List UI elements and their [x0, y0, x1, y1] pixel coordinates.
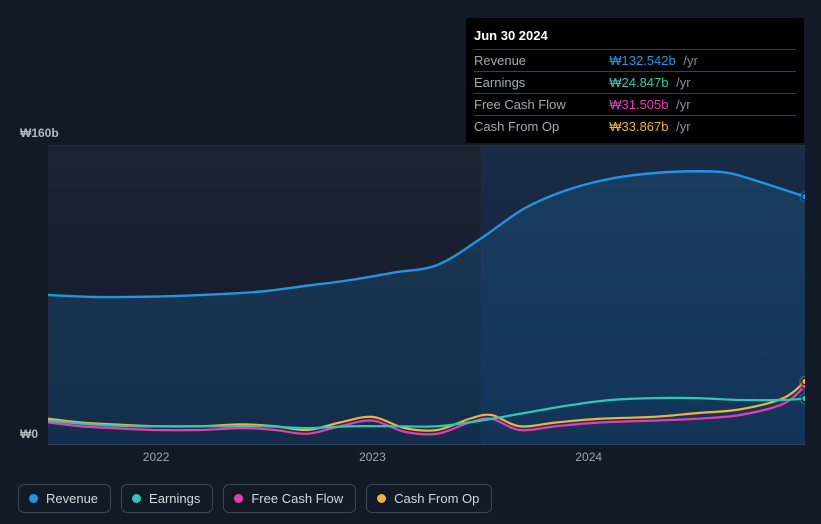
tooltip-metric-value: ₩24.847b /yr	[609, 72, 796, 94]
chart-tooltip: Jun 30 2024 Revenue₩132.542b /yrEarnings…	[466, 18, 804, 143]
series-end-marker-dot	[802, 378, 805, 384]
legend-swatch-icon	[29, 494, 38, 503]
chart-legend: Revenue Earnings Free Cash Flow Cash From O…	[18, 484, 492, 513]
tooltip-metric-label: Cash From Op	[474, 116, 609, 138]
tooltip-row: Earnings₩24.847b /yr	[474, 72, 796, 94]
tooltip-row: Cash From Op₩33.867b /yr	[474, 116, 796, 138]
tooltip-metric-label: Free Cash Flow	[474, 94, 609, 116]
series-end-marker-dot	[802, 395, 805, 401]
x-tick-label: 2022	[143, 450, 170, 464]
legend-label: Earnings	[149, 491, 200, 506]
legend-toggle-earnings[interactable]: Earnings	[121, 484, 213, 513]
legend-swatch-icon	[377, 494, 386, 503]
y-tick-label: ₩0	[20, 427, 38, 441]
tooltip-row: Free Cash Flow₩31.505b /yr	[474, 94, 796, 116]
legend-toggle-free_cash_flow[interactable]: Free Cash Flow	[223, 484, 356, 513]
legend-label: Cash From Op	[394, 491, 479, 506]
tooltip-metric-value: ₩31.505b /yr	[609, 94, 796, 116]
tooltip-metric-value: ₩132.542b /yr	[609, 50, 796, 72]
tooltip-metric-label: Revenue	[474, 50, 609, 72]
legend-toggle-cash_from_op[interactable]: Cash From Op	[366, 484, 492, 513]
tooltip-date: Jun 30 2024	[474, 24, 796, 49]
legend-label: Revenue	[46, 491, 98, 506]
legend-toggle-revenue[interactable]: Revenue	[18, 484, 111, 513]
x-tick-label: 2023	[359, 450, 386, 464]
legend-swatch-icon	[132, 494, 141, 503]
legend-swatch-icon	[234, 494, 243, 503]
tooltip-row: Revenue₩132.542b /yr	[474, 50, 796, 72]
tooltip-table: Revenue₩132.542b /yrEarnings₩24.847b /yr…	[474, 49, 796, 137]
financial-chart: Jun 30 2024 Revenue₩132.542b /yrEarnings…	[0, 0, 821, 524]
x-tick-label: 2024	[575, 450, 602, 464]
chart-plot[interactable]	[48, 145, 805, 445]
legend-label: Free Cash Flow	[251, 491, 343, 506]
series-end-marker-dot	[802, 193, 805, 199]
tooltip-metric-value: ₩33.867b /yr	[609, 116, 796, 138]
tooltip-metric-label: Earnings	[474, 72, 609, 94]
y-tick-label: ₩160b	[20, 126, 59, 140]
x-axis-ticks: 2022 2023 2024	[48, 450, 805, 470]
